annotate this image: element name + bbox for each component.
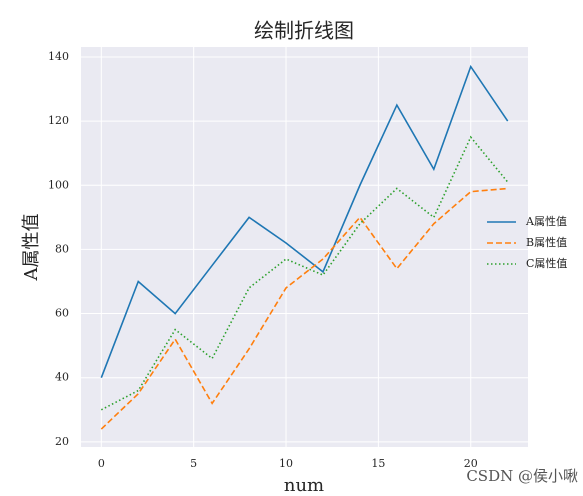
- y-tick-label: 140: [48, 50, 69, 63]
- watermark: CSDN @侯小啾: [466, 467, 578, 485]
- x-tick-label: 15: [371, 457, 385, 470]
- line-series: [100, 64, 509, 379]
- legend-label: C属性值: [526, 256, 567, 270]
- line-series: [100, 135, 509, 411]
- x-axis-label: num: [284, 475, 324, 496]
- line-series: [100, 187, 508, 430]
- y-tick-label: 120: [48, 114, 69, 127]
- chart-title: 绘制折线图: [254, 19, 354, 43]
- x-tick-label: 10: [279, 457, 293, 470]
- x-tick-label: 20: [464, 457, 478, 470]
- legend-label: B属性值: [526, 235, 567, 249]
- plot-area: [81, 47, 528, 447]
- legend-label: A属性值: [525, 214, 567, 228]
- x-tick-label: 0: [98, 457, 105, 470]
- y-tick-label: 20: [55, 435, 69, 448]
- y-tick-label: 40: [55, 371, 69, 384]
- x-tick-label: 5: [190, 457, 197, 470]
- y-tick-label: 100: [48, 178, 69, 191]
- y-axis-label: A属性值: [21, 214, 42, 282]
- y-tick-label: 80: [55, 242, 69, 255]
- y-tick-label: 60: [55, 307, 69, 320]
